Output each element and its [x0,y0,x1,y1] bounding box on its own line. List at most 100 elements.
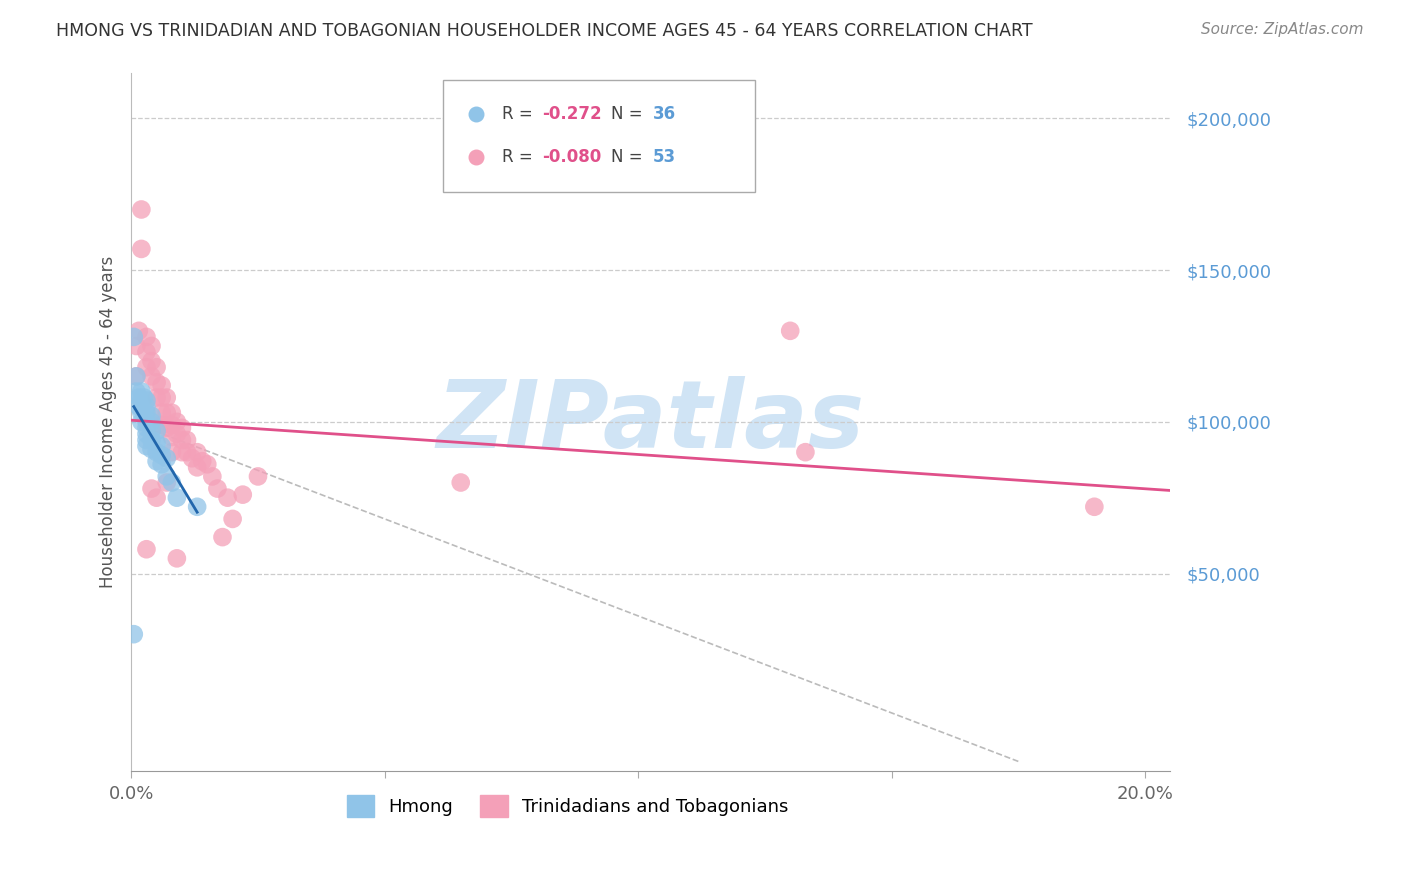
Point [181,451,204,466]
Point [156,421,179,435]
Point [141,369,163,384]
Text: HMONG VS TRINIDADIAN AND TOBAGONIAN HOUSEHOLDER INCOME AGES 45 - 64 YEARS CORREL: HMONG VS TRINIDADIAN AND TOBAGONIAN HOUS… [56,22,1033,40]
Point [166,551,188,566]
Point [145,454,167,468]
Point [201,469,224,483]
Point [131,384,153,399]
Point [131,393,153,408]
FancyBboxPatch shape [443,80,755,192]
Point [132,391,155,405]
Point [150,448,173,462]
Point [150,458,173,472]
Point [1083,500,1105,514]
Point [160,475,183,490]
Point [145,376,167,390]
Point [141,482,163,496]
Point [160,445,183,459]
Point [135,439,157,453]
Point [135,427,157,442]
Point [186,445,208,459]
Point [145,491,167,505]
Point [141,442,163,457]
Point [125,369,148,384]
Point [128,391,150,405]
Point [170,421,193,435]
Point [166,427,188,442]
Point [145,360,167,375]
Text: N =: N = [612,148,648,166]
Text: R =: R = [502,105,538,123]
Text: ZIPatlas: ZIPatlas [437,376,865,467]
Point [170,445,193,459]
Point [135,393,157,408]
Point [166,415,188,429]
Point [131,415,153,429]
Point [232,488,254,502]
Y-axis label: Householder Income Ages 45 - 64 years: Householder Income Ages 45 - 64 years [100,256,117,588]
Point [156,391,179,405]
Point [156,406,179,420]
Point [156,451,179,466]
Point [150,391,173,405]
Point [160,406,183,420]
Text: 53: 53 [652,148,676,166]
Point [135,345,157,359]
Point [450,475,472,490]
Point [122,627,145,641]
Point [128,324,150,338]
Point [141,415,163,429]
Point [135,415,157,429]
Text: R =: R = [502,148,538,166]
Point [125,384,148,399]
Text: -0.272: -0.272 [541,105,602,123]
Point [135,433,157,447]
Point [186,500,208,514]
Point [170,433,193,447]
Point [128,400,150,414]
Point [176,445,198,459]
Point [160,430,183,444]
Point [176,433,198,447]
Point [207,482,229,496]
Point [141,433,163,447]
Point [141,409,163,423]
Point [145,445,167,459]
Point [131,406,153,420]
Point [191,454,214,468]
Legend: Hmong, Trinidadians and Tobagonians: Hmong, Trinidadians and Tobagonians [340,788,796,824]
Point [145,391,167,405]
Point [166,491,188,505]
Point [221,512,243,526]
Point [135,330,157,344]
Point [150,417,173,432]
Point [125,369,148,384]
Point [145,436,167,450]
Text: 36: 36 [652,105,676,123]
Point [156,469,179,483]
Point [135,400,157,414]
Point [779,324,801,338]
Point [122,330,145,344]
Text: N =: N = [612,105,648,123]
Point [141,424,163,438]
Text: Source: ZipAtlas.com: Source: ZipAtlas.com [1201,22,1364,37]
Point [135,542,157,557]
Point [150,378,173,392]
Point [217,491,239,505]
Point [186,460,208,475]
Point [150,406,173,420]
Point [125,339,148,353]
Point [131,242,153,256]
Point [145,424,167,438]
Point [794,445,817,459]
Point [135,406,157,420]
Point [135,421,157,435]
Point [150,439,173,453]
Point [135,360,157,375]
Point [156,475,179,490]
Point [131,202,153,217]
Point [160,417,183,432]
Point [141,354,163,368]
Text: -0.080: -0.080 [541,148,600,166]
Point [246,469,269,483]
